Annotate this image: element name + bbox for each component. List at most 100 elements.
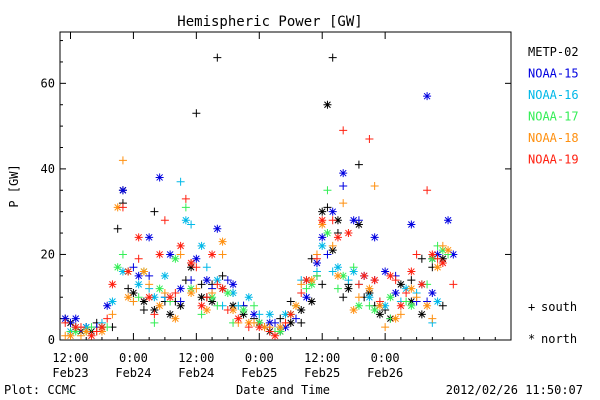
data-point-north	[323, 229, 332, 238]
data-point-south	[118, 250, 127, 259]
data-point-north	[187, 259, 196, 267]
data-point-north	[108, 280, 117, 289]
data-point-north	[187, 288, 196, 297]
data-point-south	[412, 293, 421, 302]
data-point-south	[312, 271, 321, 280]
data-point-north	[396, 280, 405, 289]
y-tick-label: 20	[41, 247, 55, 261]
x-tick-label-date: Feb25	[304, 366, 340, 380]
data-point-north	[71, 327, 80, 336]
data-point-south	[223, 276, 232, 285]
data-point-south	[433, 254, 442, 263]
data-point-north	[202, 306, 211, 315]
data-point-north	[118, 267, 127, 276]
data-point-north	[339, 271, 348, 280]
data-point-north	[260, 323, 269, 332]
data-point-north	[145, 293, 154, 302]
data-point-north	[208, 250, 217, 259]
data-point-south	[187, 276, 196, 285]
data-point-north	[166, 250, 175, 259]
data-point-north	[286, 318, 295, 327]
data-point-south	[139, 306, 148, 315]
data-point-north	[333, 263, 342, 272]
data-point-south	[145, 280, 154, 289]
data-point-south	[250, 301, 259, 310]
data-point-north	[113, 263, 122, 272]
data-point-north	[438, 254, 447, 263]
data-point-south	[113, 224, 122, 233]
data-point-north	[265, 310, 274, 319]
data-point-north	[318, 207, 327, 216]
data-point-north	[428, 288, 437, 297]
data-point-north	[396, 301, 405, 310]
data-point-south	[375, 297, 384, 306]
data-point-south	[124, 284, 133, 293]
data-point-north	[449, 250, 458, 259]
data-point-north	[229, 301, 238, 310]
data-point-north	[134, 280, 143, 289]
data-point-south	[302, 284, 311, 293]
data-point-south	[218, 250, 227, 259]
data-point-north	[187, 263, 196, 272]
data-point-south	[134, 254, 143, 263]
data-point-north	[97, 323, 106, 332]
data-point-south	[391, 276, 400, 285]
data-point-south	[276, 314, 285, 323]
data-point-north	[118, 186, 127, 195]
data-point-north	[291, 301, 300, 310]
data-point-south	[381, 323, 390, 332]
data-point-north	[82, 323, 91, 332]
data-point-south	[160, 216, 169, 225]
data-point-north	[171, 254, 180, 263]
data-point-south	[323, 250, 332, 259]
data-point-north	[66, 331, 75, 340]
y-axis: 0 20 40 60	[41, 40, 511, 347]
data-point-north	[208, 293, 217, 302]
data-point-north	[244, 318, 253, 327]
data-point-north	[428, 250, 437, 259]
data-point-south	[323, 186, 332, 195]
data-point-south	[328, 241, 337, 250]
data-point-north	[375, 310, 384, 319]
data-point-north	[218, 237, 227, 246]
data-point-south	[213, 280, 222, 289]
data-point-north	[166, 310, 175, 319]
data-point-north	[438, 246, 447, 255]
data-point-north	[229, 280, 238, 289]
data-point-south	[402, 297, 411, 306]
data-point-north	[318, 216, 327, 225]
x-axis: 12:00Feb230:00Feb2412:00Feb240:00Feb2512…	[52, 32, 496, 380]
data-point-north	[286, 310, 295, 319]
data-point-north	[391, 314, 400, 323]
data-point-north	[433, 250, 442, 259]
data-point-north	[139, 267, 148, 276]
data-point-north	[176, 241, 185, 250]
data-point-south	[176, 177, 185, 186]
x-tick-label-date: Feb25	[241, 366, 277, 380]
data-point-north	[302, 276, 311, 285]
data-point-north	[255, 323, 264, 332]
data-point-north	[155, 173, 164, 182]
data-point-north	[370, 306, 379, 315]
x-tick-label-time: 12:00	[304, 351, 340, 365]
data-point-north	[370, 233, 379, 242]
data-point-south	[323, 203, 332, 212]
data-point-north	[333, 216, 342, 225]
y-axis-label: P [GW]	[7, 164, 21, 207]
data-point-north	[307, 297, 316, 306]
south-legend-label: south	[541, 300, 577, 314]
data-point-south	[407, 276, 416, 285]
data-point-south	[150, 207, 159, 216]
data-point-south	[333, 284, 342, 293]
data-point-north	[124, 293, 133, 302]
data-point-north	[312, 259, 321, 267]
data-point-north	[213, 276, 222, 285]
data-point-south	[129, 297, 138, 306]
data-point-north	[344, 229, 353, 238]
data-point-south	[339, 199, 348, 208]
data-point-south	[129, 263, 138, 272]
data-point-south	[339, 293, 348, 302]
data-point-north	[145, 233, 154, 242]
legend-item: NOAA-18	[528, 131, 579, 145]
data-point-north	[318, 233, 327, 242]
